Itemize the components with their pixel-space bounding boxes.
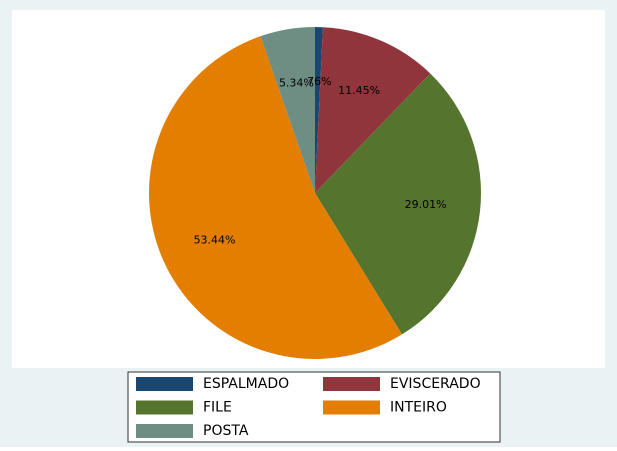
pie-slice [315,27,431,194]
pie-slice [315,73,481,335]
legend-swatch [323,377,380,391]
legend-label: EVISCERADO [390,376,481,392]
slice-label: 29.01% [405,198,447,211]
pie-slice [260,27,315,193]
legend-label: FILE [203,400,232,416]
slice-label: .76% [304,75,332,88]
legend-swatch [136,377,193,391]
pie-slice [315,27,323,193]
pie-slice [148,36,403,360]
slice-label: 53.44% [194,234,236,247]
slice-label: 5.34% [279,76,314,89]
legend-swatch [136,424,193,438]
legend-label: ESPALMADO [203,376,289,392]
legend-label: POSTA [203,423,249,439]
slice-label: 11.45% [338,84,380,97]
legend-swatch [136,400,193,415]
legend-label: INTEIRO [390,400,447,416]
legend-swatch [323,400,380,415]
